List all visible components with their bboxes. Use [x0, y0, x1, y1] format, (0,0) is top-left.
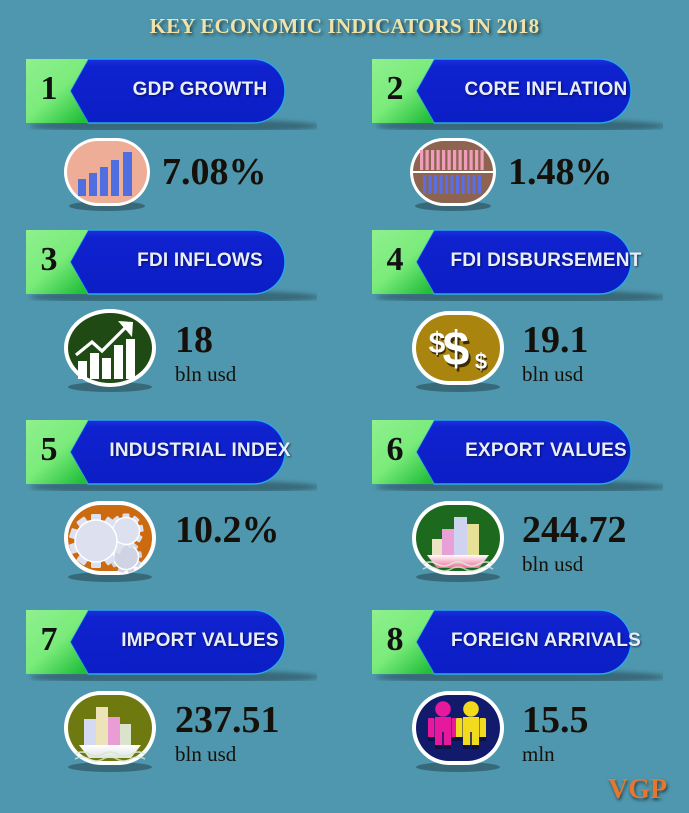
- svg-text:$: $: [443, 323, 470, 376]
- svg-text:$: $: [475, 349, 487, 374]
